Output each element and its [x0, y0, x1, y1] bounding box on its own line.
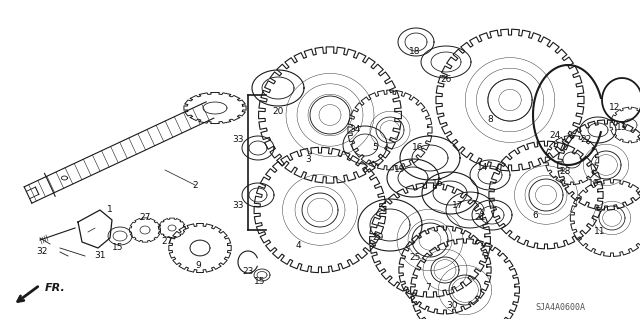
Text: 3: 3 — [305, 155, 311, 165]
Text: 10: 10 — [588, 179, 600, 188]
Text: 29: 29 — [372, 234, 384, 242]
Text: 5: 5 — [372, 144, 378, 152]
Text: 8: 8 — [487, 115, 493, 124]
Text: 28: 28 — [559, 167, 571, 176]
Text: 31: 31 — [94, 250, 106, 259]
Text: 9: 9 — [195, 261, 201, 270]
Text: 17: 17 — [452, 201, 464, 210]
Text: 22: 22 — [580, 136, 591, 145]
Text: 24: 24 — [549, 130, 561, 139]
Text: 7: 7 — [425, 284, 431, 293]
Text: 20: 20 — [272, 108, 284, 116]
Text: 18: 18 — [409, 48, 420, 56]
Text: 14: 14 — [477, 164, 489, 173]
Text: 2: 2 — [192, 181, 198, 189]
Text: 32: 32 — [36, 248, 48, 256]
Text: 23: 23 — [243, 268, 253, 277]
Text: 34: 34 — [349, 125, 361, 135]
Text: FR.: FR. — [45, 283, 66, 293]
Text: 12: 12 — [609, 103, 621, 113]
Text: SJA4A0600A: SJA4A0600A — [535, 303, 585, 313]
Text: 19: 19 — [394, 166, 406, 174]
Text: 13: 13 — [616, 123, 628, 132]
Text: 16: 16 — [412, 144, 424, 152]
Text: 15: 15 — [254, 278, 266, 286]
Text: 25: 25 — [410, 254, 420, 263]
Text: 11: 11 — [595, 227, 605, 236]
Text: 30: 30 — [446, 300, 458, 309]
Text: 15: 15 — [112, 243, 124, 253]
Text: 21: 21 — [474, 213, 486, 222]
Text: 26: 26 — [440, 76, 452, 85]
Text: 1: 1 — [107, 205, 113, 214]
Text: 33: 33 — [232, 136, 244, 145]
Text: 4: 4 — [295, 241, 301, 249]
Text: 16: 16 — [432, 179, 444, 188]
Text: 27: 27 — [161, 238, 173, 247]
Text: 33: 33 — [232, 201, 244, 210]
Text: 6: 6 — [532, 211, 538, 219]
Text: 27: 27 — [140, 213, 150, 222]
